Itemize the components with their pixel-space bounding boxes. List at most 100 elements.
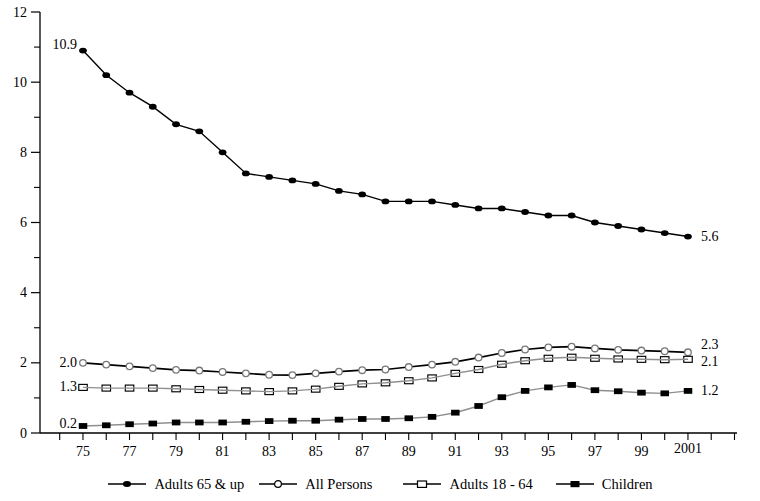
filled-circle-marker xyxy=(219,149,227,155)
open-circle-marker xyxy=(545,344,552,351)
filled-square-marker xyxy=(544,384,553,390)
open-circle-marker xyxy=(429,361,436,368)
y-tick-label: 8 xyxy=(20,145,27,160)
filled-circle-marker xyxy=(661,230,669,236)
legend-label: Children xyxy=(602,476,653,493)
open-circle-marker xyxy=(80,360,87,367)
open-circle-marker xyxy=(196,367,203,374)
open-circle-marker xyxy=(126,363,133,370)
filled-circle-marker xyxy=(591,220,599,226)
legend-item-adults-18-64: Adults 18 - 64 xyxy=(402,476,532,493)
x-tick-label: 97 xyxy=(588,444,602,459)
x-tick-label: 99 xyxy=(634,444,648,459)
legend-item-all-persons: All Persons xyxy=(258,476,372,493)
filled-square-marker xyxy=(405,415,414,421)
filled-circle-marker xyxy=(265,174,273,180)
filled-circle-marker xyxy=(382,199,390,205)
open-circle-marker xyxy=(382,366,389,373)
filled-square-marker xyxy=(660,390,669,396)
open-circle-marker xyxy=(219,369,226,376)
open-circle-marker-icon xyxy=(258,478,298,490)
legend-item-adults-65-up: Adults 65 & up xyxy=(107,476,244,493)
filled-circle-marker xyxy=(568,213,576,219)
filled-square-marker xyxy=(102,422,111,428)
x-tick-label: 81 xyxy=(216,444,230,459)
open-square-marker-icon xyxy=(402,478,442,490)
filled-square-marker xyxy=(567,382,576,388)
x-tick-label: 83 xyxy=(262,444,276,459)
open-circle-marker xyxy=(243,370,250,377)
open-circle-marker xyxy=(615,347,622,354)
x-tick-label: 89 xyxy=(402,444,416,459)
legend-label: All Persons xyxy=(305,476,372,493)
filled-square-marker xyxy=(614,388,623,394)
filled-square-marker-icon xyxy=(555,478,595,490)
filled-circle-marker xyxy=(684,234,692,240)
last-value-label: 1.2 xyxy=(701,383,719,398)
x-tick-label: 93 xyxy=(495,444,509,459)
series-line-1 xyxy=(83,51,688,237)
open-circle-marker xyxy=(638,347,645,354)
legend-item-children: Children xyxy=(555,476,653,493)
filled-circle-marker xyxy=(149,104,157,110)
open-circle-marker xyxy=(289,372,296,379)
open-circle-marker xyxy=(568,343,575,350)
filled-square-marker xyxy=(521,388,530,394)
filled-square-marker xyxy=(474,403,483,409)
last-value-label: 5.6 xyxy=(701,229,719,244)
filled-circle-marker xyxy=(544,213,552,219)
filled-circle-marker xyxy=(172,121,180,127)
x-tick-label: 85 xyxy=(309,444,323,459)
open-circle-marker xyxy=(661,348,668,355)
filled-circle-marker xyxy=(335,188,343,194)
line-chart: 0246810127577798183858789919395979920011… xyxy=(0,0,760,470)
filled-square-marker xyxy=(149,421,158,427)
filled-square-marker xyxy=(428,414,437,420)
open-circle-marker xyxy=(103,361,110,368)
y-tick-label: 0 xyxy=(20,426,27,441)
first-value-label: 0.2 xyxy=(60,416,78,431)
filled-square-marker xyxy=(381,416,390,422)
filled-circle-marker xyxy=(475,206,483,212)
filled-circle-marker xyxy=(79,48,87,54)
filled-square-marker xyxy=(335,417,344,423)
filled-circle-marker xyxy=(451,202,459,208)
y-tick-label: 6 xyxy=(20,215,27,230)
legend-label: Adults 18 - 64 xyxy=(449,476,532,493)
y-tick-label: 12 xyxy=(13,5,27,20)
open-circle-marker xyxy=(522,346,529,353)
filled-square-marker xyxy=(125,421,134,427)
x-tick-label: 79 xyxy=(169,444,183,459)
filled-square-marker xyxy=(218,420,227,426)
x-tick-label: 75 xyxy=(76,444,90,459)
open-circle-marker xyxy=(685,349,692,356)
y-tick-label: 2 xyxy=(20,355,27,370)
filled-circle-marker xyxy=(405,199,413,205)
filled-circle-marker xyxy=(498,206,506,212)
y-tick-label: 10 xyxy=(13,75,27,90)
open-circle-marker xyxy=(336,368,343,375)
filled-circle-marker-icon xyxy=(107,478,147,490)
filled-circle-marker xyxy=(614,223,622,229)
filled-square-marker xyxy=(637,390,646,396)
first-value-label: 10.9 xyxy=(53,37,78,52)
last-value-label: 2.1 xyxy=(701,354,719,369)
filled-square-marker xyxy=(591,387,600,393)
filled-square-marker xyxy=(684,388,693,394)
filled-square-marker xyxy=(311,418,320,424)
last-value-label: 2.3 xyxy=(701,337,719,352)
chart-legend: Adults 65 & up All Persons Adults 18 - 6… xyxy=(0,470,760,498)
x-tick-label: 91 xyxy=(448,444,462,459)
open-circle-marker xyxy=(312,370,319,377)
filled-square-marker xyxy=(242,419,251,425)
filled-circle-marker xyxy=(428,199,436,205)
filled-square-marker xyxy=(358,416,367,422)
filled-square-marker xyxy=(451,410,460,416)
open-circle-marker xyxy=(592,345,599,352)
open-circle-marker xyxy=(475,354,482,361)
filled-circle-marker xyxy=(521,209,529,215)
first-value-label: 1.3 xyxy=(60,379,78,394)
open-circle-marker xyxy=(149,365,156,372)
open-circle-marker xyxy=(359,367,366,374)
filled-square-marker xyxy=(265,418,274,424)
